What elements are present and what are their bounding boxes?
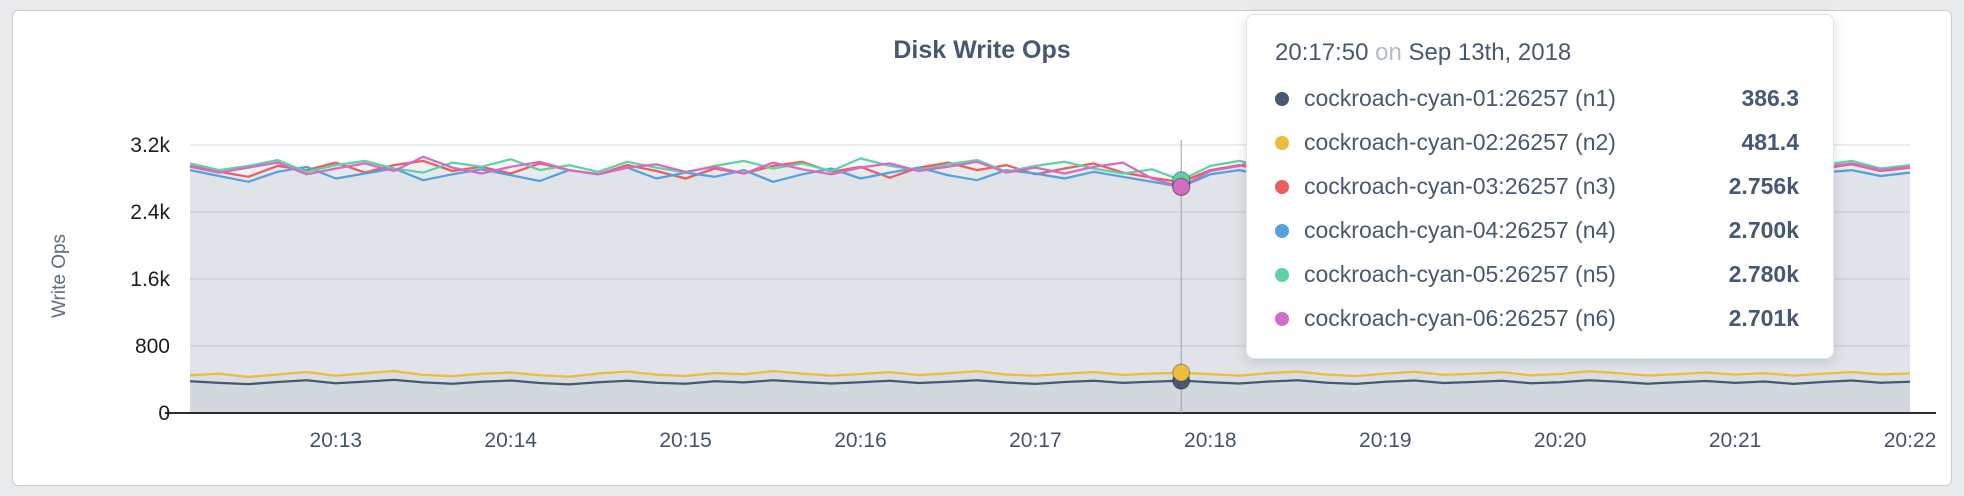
y-tick-label: 0	[158, 402, 170, 425]
tooltip-series-row: cockroach-cyan-05:26257 (n5) 2.780k	[1275, 261, 1799, 288]
chart-title: Disk Write Ops	[893, 36, 1071, 64]
series-value: 2.701k	[1728, 305, 1799, 331]
series-value: 386.3	[1741, 85, 1799, 111]
series-color-dot	[1275, 179, 1289, 194]
series-color-dot	[1275, 91, 1289, 106]
x-tick-label: 20:22	[1884, 429, 1937, 452]
tooltip-series-row: cockroach-cyan-02:26257 (n2) 481.4	[1275, 129, 1799, 156]
tooltip-header: 20:17:50 on Sep 13th, 2018	[1275, 39, 1799, 67]
x-tick-label: 20:18	[1184, 429, 1237, 452]
tooltip-date: Sep 13th, 2018	[1408, 39, 1572, 66]
series-name: cockroach-cyan-02:26257 (n2)	[1304, 129, 1616, 155]
series-area	[190, 379, 1910, 413]
tooltip-series-row: cockroach-cyan-03:26257 (n3) 2.756k	[1275, 173, 1799, 200]
hover-point	[1172, 363, 1191, 382]
y-tick-label: 1.6k	[130, 268, 170, 291]
series-name: cockroach-cyan-03:26257 (n3)	[1304, 173, 1616, 199]
x-tick-label: 20:19	[1359, 429, 1412, 452]
series-name: cockroach-cyan-04:26257 (n4)	[1304, 217, 1616, 243]
series-value: 481.4	[1741, 129, 1799, 155]
series-color-dot	[1275, 223, 1289, 238]
series-line	[189, 378, 1911, 386]
y-tick-label: 3.2k	[130, 134, 170, 157]
series-color-dot	[1275, 311, 1289, 326]
y-tick-label: 800	[135, 335, 170, 358]
x-tick-label: 20:14	[484, 429, 537, 452]
series-value: 2.780k	[1728, 261, 1799, 287]
tooltip-series-row: cockroach-cyan-06:26257 (n6) 2.701k	[1275, 305, 1799, 332]
x-tick-label: 20:17	[1009, 429, 1062, 452]
series-color-dot	[1275, 267, 1289, 282]
series-color-dot	[1275, 135, 1289, 150]
series-value: 2.756k	[1728, 173, 1799, 199]
hover-point	[1172, 177, 1191, 196]
tooltip-series-list: cockroach-cyan-01:26257 (n1) 386.3 cockroa…	[1275, 85, 1799, 332]
tooltip-series-row: cockroach-cyan-01:26257 (n1) 386.3	[1275, 85, 1799, 112]
x-tick-label: 20:13	[310, 429, 363, 452]
series-value: 2.700k	[1728, 217, 1799, 243]
y-axis-label: Write Ops	[49, 233, 70, 319]
x-tick-label: 20:21	[1709, 429, 1762, 452]
hover-tooltip: 20:17:50 on Sep 13th, 2018 cockroach-cya…	[1246, 14, 1834, 359]
tooltip-series-row: cockroach-cyan-04:26257 (n4) 2.700k	[1275, 217, 1799, 244]
series-name: cockroach-cyan-01:26257 (n1)	[1304, 85, 1616, 111]
y-tick-label: 2.4k	[130, 201, 170, 224]
series-name: cockroach-cyan-06:26257 (n6)	[1304, 305, 1616, 331]
x-tick-label: 20:15	[659, 429, 712, 452]
series-line	[189, 369, 1911, 379]
series-name: cockroach-cyan-05:26257 (n5)	[1304, 261, 1616, 287]
tooltip-on-label: on	[1375, 39, 1402, 66]
tooltip-time: 20:17:50	[1275, 39, 1369, 66]
x-tick-label: 20:20	[1534, 429, 1587, 452]
x-tick-label: 20:16	[834, 429, 887, 452]
